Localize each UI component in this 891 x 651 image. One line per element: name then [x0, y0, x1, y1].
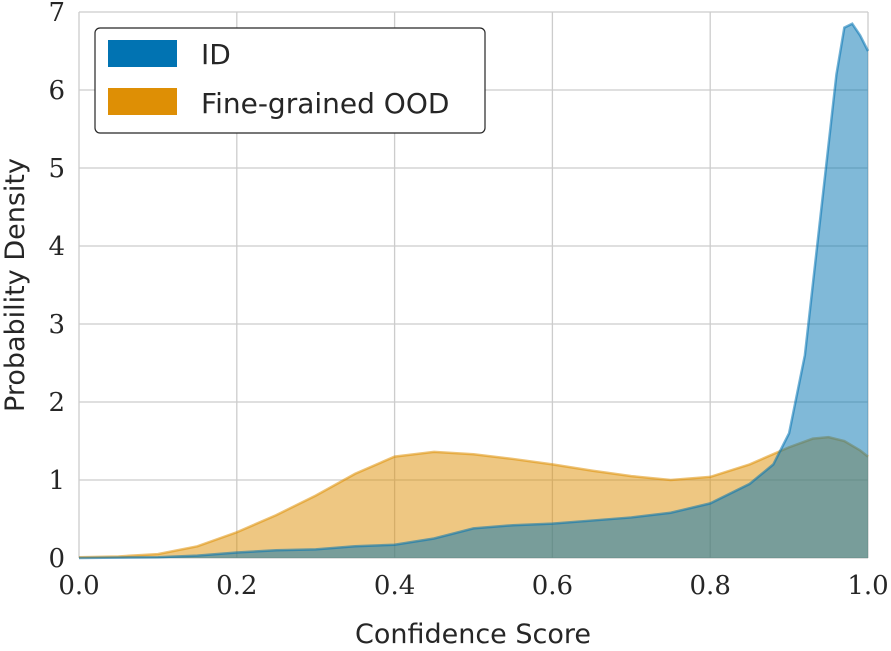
line-id [78, 22, 870, 560]
x-tick-label-2: 0.4 [374, 571, 415, 601]
y-tick-label-6: 6 [48, 76, 65, 106]
legend-swatch-id [108, 40, 177, 67]
tick-labels: 0.0 0.2 0.4 0.6 0.8 1.0 0 1 2 3 4 5 6 7 [48, 0, 888, 601]
y-tick-label-0: 0 [48, 544, 65, 574]
x-axis-title: Confidence Score [355, 619, 591, 650]
x-tick-label-1: 0.2 [216, 571, 257, 601]
series-layer [78, 22, 870, 560]
x-tick-label-0: 0.0 [58, 571, 99, 601]
legend-label-fine-grained-ood: Fine-grained OOD [201, 87, 449, 120]
x-tick-label-4: 0.8 [690, 571, 731, 601]
y-tick-label-1: 1 [48, 466, 65, 496]
y-tick-label-4: 4 [48, 232, 65, 262]
y-tick-label-7: 7 [48, 0, 65, 28]
y-axis-title: Probability Density [0, 158, 31, 412]
legend-swatch-fine-grained-ood [108, 88, 177, 115]
legend: ID Fine-grained OOD [94, 27, 486, 134]
y-tick-label-3: 3 [48, 310, 65, 340]
x-tick-label-3: 0.6 [532, 571, 573, 601]
y-tick-label-2: 2 [48, 388, 65, 418]
legend-frame [94, 27, 486, 134]
y-tick-label-5: 5 [48, 154, 65, 184]
x-tick-label-5: 1.0 [847, 571, 888, 601]
legend-label-id: ID [201, 38, 231, 71]
area-id [79, 23, 868, 558]
